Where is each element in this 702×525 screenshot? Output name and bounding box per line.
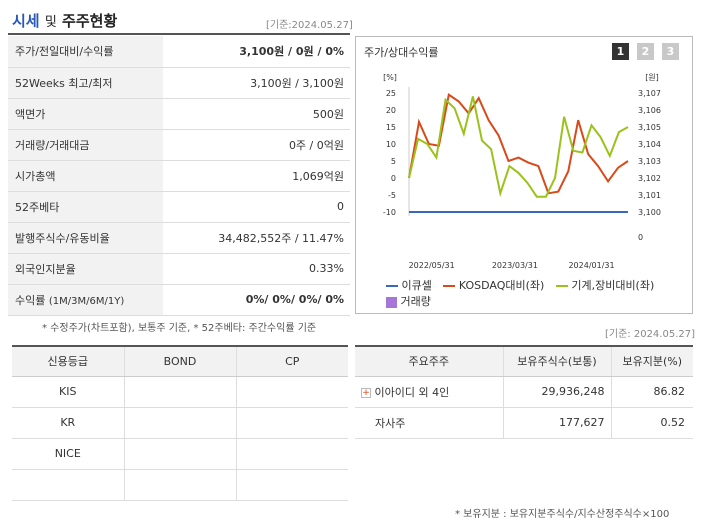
holder-name[interactable]: 이아이디 외 4인 <box>374 385 450 399</box>
table-row: 시가총액 1,069억원 <box>8 160 350 192</box>
table-row: 52주베타 0 <box>8 191 350 223</box>
x-tick-label: 2023/03/31 <box>492 261 538 270</box>
legend-machine-label: 기계,장비대비(좌) <box>571 279 655 292</box>
legend-kosdaq-swatch <box>443 285 456 287</box>
legend-stock-label: 이큐셀 <box>401 279 432 292</box>
reference-date: [기준:2024.05.27] <box>266 20 353 31</box>
chart-tab-2[interactable]: 2 <box>637 43 654 60</box>
legend-stock-swatch <box>386 285 398 287</box>
chart-tab-3[interactable]: 3 <box>662 43 679 60</box>
y2-tick-label: 0 <box>638 233 643 242</box>
y2-tick-label: 3,106 <box>638 106 661 115</box>
y-tick-label: 0 <box>391 174 396 183</box>
chart-tab-1[interactable]: 1 <box>612 43 629 60</box>
table-row: KR <box>12 407 348 439</box>
table-row: NICE <box>12 438 348 470</box>
y2-tick-label: 3,102 <box>638 174 661 183</box>
legend-volume-label: 거래량 <box>400 295 431 308</box>
y-tick-label: 10 <box>386 140 396 149</box>
info-footnote: * 수정주가(차트포함), 보통주 기준, * 52주베타: 주간수익률 기준 <box>42 323 317 334</box>
y2-tick-label: 3,103 <box>638 157 661 166</box>
price-info-table: 주가/전일대비/수익률 3,100원 / 0원 / 0% 52Weeks 최고/최… <box>8 36 350 316</box>
chart-svg: [%] [원] 25 20 15 10 5 0 -5 -10 3,107 3,106 3,105 3,10… <box>383 73 661 270</box>
major-holders-table: 주요주주 보유주식수(보통) 보유지분(%) + 이아이디 외 4인 29,93… <box>355 345 693 439</box>
left-axis-unit: [%] <box>383 73 397 82</box>
table-row: 발행주식수/유동비율 34,482,552주 / 11.47% <box>8 222 350 254</box>
table-row <box>12 469 348 501</box>
x-tick-label: 2022/05/31 <box>409 261 455 270</box>
legend-machine-swatch <box>555 285 568 287</box>
legend-volume-swatch <box>386 296 397 308</box>
table-row: 주가/전일대비/수익률 3,100원 / 0원 / 0% <box>8 36 350 68</box>
right-axis-unit: [원] <box>645 73 659 82</box>
y2-tick-label: 3,104 <box>638 140 661 149</box>
y2-tick-label: 3,105 <box>638 123 661 132</box>
y-tick-label: -10 <box>383 208 396 217</box>
table-row: 거래량/거래대금 0주 / 0억원 <box>8 129 350 161</box>
y-tick-label: -5 <box>388 191 396 200</box>
x-tick-label: 2024/01/31 <box>568 261 614 270</box>
y-tick-label: 15 <box>386 123 396 132</box>
series-line-machine <box>408 96 629 198</box>
chart-legend-volume: 거래량 <box>386 293 431 309</box>
y2-tick-label: 3,107 <box>638 89 661 98</box>
y2-tick-label: 3,100 <box>638 208 661 217</box>
table-row: 52Weeks 최고/최저 3,100원 / 3,100원 <box>8 67 350 99</box>
chart-title: 주가/상대수익률 <box>364 46 439 59</box>
y-tick-label: 5 <box>391 157 396 166</box>
chart-panel <box>355 36 693 314</box>
series-line-kosdaq <box>408 93 629 195</box>
legend-kosdaq-label: KOSDAQ대비(좌) <box>458 279 545 292</box>
table-row: KIS <box>12 376 348 408</box>
table-row: 액면가 500원 <box>8 98 350 130</box>
y2-tick-label: 3,101 <box>638 191 661 200</box>
y-tick-label: 25 <box>386 89 396 98</box>
y-tick-label: 20 <box>386 106 396 115</box>
divider <box>8 33 350 35</box>
table-row: 외국인지분율 0.33% <box>8 253 350 285</box>
page-title: 시세 및 주주현황 <box>12 12 118 30</box>
table-row: 자사주 177,627 0.52 <box>355 407 693 439</box>
holders-date: [기준: 2024.05.27] <box>605 329 696 340</box>
table-row: + 이아이디 외 4인 29,936,248 86.82 <box>355 376 693 408</box>
expand-icon[interactable]: + <box>361 387 371 398</box>
credit-rating-table: 신용등급 BOND CP KIS KR NICE <box>12 345 348 501</box>
holders-footnote: * 보유지분 : 보유지분주식수/지수산정주식수×100 <box>455 509 670 520</box>
chart-legend: 이큐셀 KOSDAQ대비(좌) 기계,장비대비(좌) <box>386 277 654 293</box>
table-row: 수익률 (1M/3M/6M/1Y) 0%/ 0%/ 0%/ 0% <box>8 284 350 316</box>
